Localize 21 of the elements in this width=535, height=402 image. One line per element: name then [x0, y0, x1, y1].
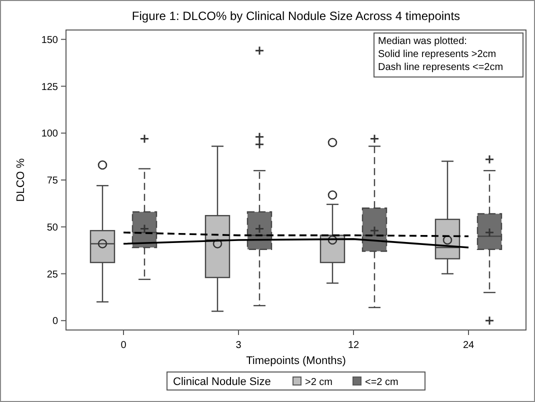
chart-title: Figure 1: DLCO% by Clinical Nodule Size Across 4 timepoints — [132, 9, 460, 23]
legend-label: >2 cm — [305, 377, 333, 388]
legend-label: <=2 cm — [365, 377, 398, 388]
y-tick-label: 0 — [52, 316, 58, 328]
x-tick-label: 0 — [120, 340, 127, 351]
y-tick-label: 25 — [46, 269, 58, 280]
y-axis-title: DLCO % — [15, 158, 27, 202]
y-tick-label: 150 — [41, 34, 58, 46]
x-tick-label: 12 — [348, 340, 360, 351]
annotation: Median was plotted: — [378, 36, 467, 47]
annotation: Solid line represents >2cm — [378, 49, 496, 60]
x-axis-title: Timepoints (Months) — [246, 355, 346, 367]
x-tick-label: 3 — [236, 340, 242, 351]
line-series — [122, 238, 470, 248]
y-tick-label: 100 — [41, 128, 58, 140]
x-tick-label: 24 — [462, 340, 474, 351]
y-tick-label: 50 — [46, 222, 58, 234]
y-tick-label: 75 — [46, 176, 58, 186]
y-tick-label: 125 — [41, 82, 58, 93]
legend-title: Clinical Nodule Size — [173, 376, 271, 388]
annotation: Dash line represents <=2cm — [378, 62, 504, 73]
